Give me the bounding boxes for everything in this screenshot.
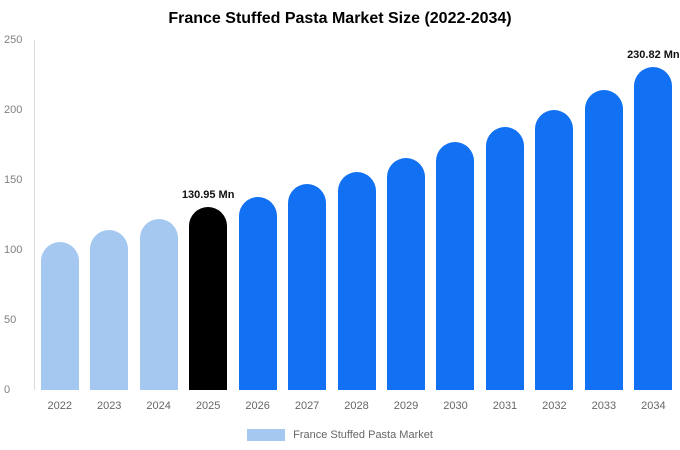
x-tick-label: 2026 bbox=[245, 400, 270, 412]
bar-column-2029: 2029 bbox=[381, 40, 430, 412]
x-tick-label: 2029 bbox=[393, 400, 419, 412]
data-label-2034: 230.82 Mn bbox=[627, 48, 680, 61]
bars-row: 2022 2023 2024 130.95 Mn 2025 2026 2027 2028 202… bbox=[35, 40, 680, 412]
bar-column-2034: 230.82 Mn 2034 bbox=[627, 40, 680, 412]
y-tick-label: 50 bbox=[4, 314, 17, 326]
y-tick-label: 100 bbox=[4, 244, 23, 256]
x-tick-label: 2030 bbox=[443, 400, 468, 412]
bar-2027 bbox=[288, 184, 327, 390]
y-axis: 0 50 100 150 200 250 bbox=[4, 34, 32, 396]
bar-2026 bbox=[238, 196, 277, 390]
x-tick-label: 2024 bbox=[146, 400, 171, 412]
bar-column-2022: 2022 bbox=[35, 40, 84, 412]
legend-label: France Stuffed Pasta Market bbox=[293, 429, 433, 441]
x-tick-label: 2022 bbox=[47, 400, 72, 412]
bar-2033 bbox=[584, 90, 623, 390]
bar-2034 bbox=[634, 66, 673, 390]
y-tick-label: 200 bbox=[4, 104, 23, 116]
bar-column-2025: 130.95 Mn 2025 bbox=[181, 40, 235, 412]
bar-2022 bbox=[40, 241, 79, 390]
bar-column-2027: 2027 bbox=[282, 40, 331, 412]
bar-2025 bbox=[189, 206, 228, 390]
chart-title: France Stuffed Pasta Market Size (2022-2… bbox=[168, 10, 512, 27]
plot-area: 2022 2023 2024 130.95 Mn 2025 2026 2027 2028 202… bbox=[34, 40, 680, 412]
x-tick-label: 2027 bbox=[294, 400, 320, 412]
legend: France Stuffed Pasta Market bbox=[0, 429, 680, 441]
data-label-2025: 130.95 Mn bbox=[181, 188, 235, 201]
bar-2028 bbox=[337, 171, 376, 390]
y-tick-label: 150 bbox=[4, 174, 23, 186]
x-tick-label: 2023 bbox=[96, 400, 122, 412]
bar-column-2031: 2031 bbox=[480, 40, 529, 412]
y-tick-label: 250 bbox=[4, 34, 23, 46]
x-tick-label: 2028 bbox=[344, 400, 369, 412]
legend-swatch bbox=[247, 429, 286, 441]
x-tick-label: 2025 bbox=[195, 400, 221, 412]
bar-column-2026: 2026 bbox=[233, 40, 282, 412]
x-tick-label: 2031 bbox=[492, 400, 518, 412]
bar-2024 bbox=[139, 219, 178, 390]
bar-column-2028: 2028 bbox=[332, 40, 381, 412]
bar-column-2024: 2024 bbox=[134, 40, 183, 412]
bar-column-2033: 2033 bbox=[579, 40, 628, 412]
bar-2031 bbox=[485, 126, 524, 390]
x-tick-label: 2032 bbox=[542, 400, 567, 412]
x-tick-label: 2034 bbox=[641, 400, 666, 412]
x-tick-label: 2033 bbox=[591, 400, 617, 412]
y-tick-label: 0 bbox=[4, 384, 11, 396]
bar-2029 bbox=[387, 157, 426, 390]
bar-column-2030: 2030 bbox=[431, 40, 480, 412]
bar-2023 bbox=[90, 230, 129, 390]
bar-2032 bbox=[535, 110, 574, 390]
bar-column-2023: 2023 bbox=[84, 40, 133, 412]
bar-column-2032: 2032 bbox=[530, 40, 579, 412]
bar-2030 bbox=[436, 142, 475, 390]
